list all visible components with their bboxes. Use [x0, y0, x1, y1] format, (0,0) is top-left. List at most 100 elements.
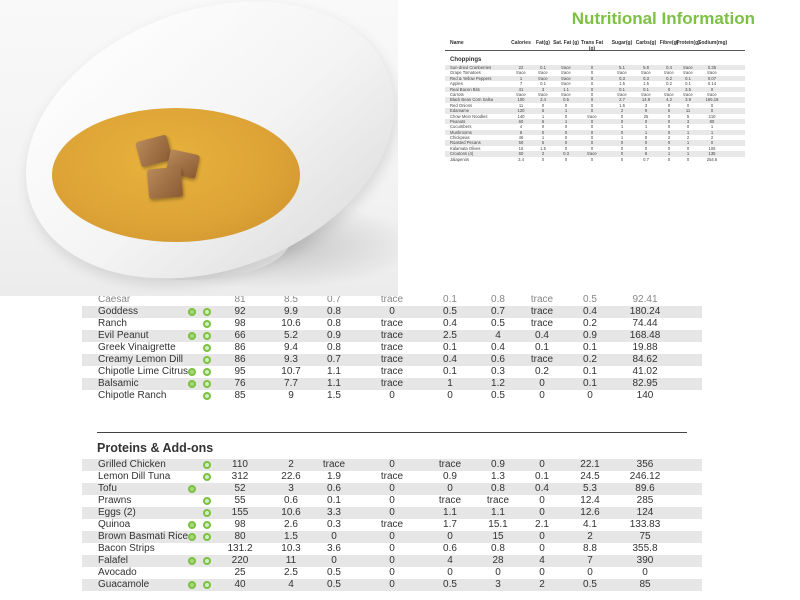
cell-value: 0 [331, 555, 337, 566]
cell-value: 1.1 [443, 507, 457, 518]
cell-value: 0 [564, 113, 568, 119]
cell-value: 0 [539, 543, 545, 554]
cell-value: trace [380, 354, 404, 365]
cell-value: trace [530, 306, 554, 317]
cell-value: 6 [519, 129, 523, 135]
cell-value: 0 [642, 567, 648, 578]
cell-value: 1 [620, 124, 624, 130]
cell-value: 100 [517, 97, 525, 103]
cell-value: 0.8 [327, 342, 341, 353]
table-row: Avocado 25 2.5 0.5 0 0 0 0 0 0 [82, 567, 702, 579]
cell-value: 0 [389, 390, 395, 401]
cell-value: 0.2 [535, 366, 549, 377]
cell-value: 0 [389, 459, 395, 470]
cell-value: 5.8 [643, 65, 649, 70]
cell-value: 52 [234, 483, 246, 494]
table-row: Red Onions 11 0 0 0 1.5 3 0 0 0 [445, 103, 745, 108]
cell-value: 0.3 [327, 519, 341, 530]
table-header: Name Calories Fat(g) Sat. Fat (g) Trans Fat … [445, 40, 745, 52]
vegan-leaf-icon [188, 533, 196, 541]
cell-value: 0.1 [540, 81, 546, 87]
cell-value: 1.1 [563, 86, 569, 92]
item-name: Guacamole [98, 579, 150, 590]
gluten-free-icon [203, 368, 211, 376]
cell-value: 0.4 [443, 354, 457, 365]
cell-value: 0 [564, 124, 568, 130]
table-row: Croutons (4) 60 2 0.3 trace 0 8 1 1 135 [445, 151, 745, 157]
table-row: Sun-dried Cranberries 22 0.1 trace 0 5.1 5.8 0.… [445, 65, 745, 71]
cell-value: 85 [234, 390, 246, 401]
page-title: Nutritional Information [571, 9, 755, 28]
cell-value: 0.5 [583, 294, 597, 305]
vegan-leaf-icon [188, 368, 196, 376]
table-row: Chipotle Lime Citrus 95 10.7 1.1 trace 0.1 0.3… [82, 366, 702, 378]
cell-value: 0 [590, 156, 594, 162]
cell-value: 0.7 [643, 156, 649, 162]
item-name: Greek Vinaigrette [98, 342, 176, 353]
cell-value: 0 [495, 567, 501, 578]
cell-value: 0.1 [535, 342, 549, 353]
cell-value: trace [561, 81, 571, 87]
cell-value: 1.3 [491, 471, 505, 482]
item-name: Apples [450, 81, 463, 87]
item-name: Quinoa [98, 519, 131, 530]
cell-value: trace [561, 75, 571, 81]
cell-value: 0 [667, 102, 671, 108]
cell-value: 0.4 [535, 483, 549, 494]
cell-value: 0.8 [327, 306, 341, 317]
cell-value: 355.8 [632, 543, 658, 554]
cell-value: 60 [518, 151, 524, 157]
cell-value: 4 [288, 579, 294, 590]
cell-value: 180.24 [629, 306, 661, 317]
table-row: Mushrooms 6 0 0 0 0 1 0 1 1 [445, 129, 745, 136]
cell-value: 12.4 [580, 495, 600, 506]
cell-value: 0 [539, 378, 545, 389]
cell-value: 0.3 [619, 75, 625, 81]
cell-value: 155 [231, 507, 249, 518]
item-name: Real Bacon Bits [450, 86, 480, 92]
cell-value: trace [664, 91, 674, 97]
cell-value: 5 [541, 108, 545, 114]
cell-value: 0 [620, 151, 624, 157]
cell-value: trace [438, 495, 462, 506]
item-name: Roasted Pecans [450, 140, 481, 146]
gluten-free-icon [203, 521, 211, 529]
table-row: Chickpeas 46 1 0 0 1 8 2 2 2 [445, 135, 745, 140]
cell-value: trace [530, 294, 554, 305]
cell-value: 1 [541, 113, 545, 119]
cell-value: 0 [447, 567, 453, 578]
proteins-table: Grilled Chicken 110 2 trace 0 trace 0.9 0 22.1 35… [82, 459, 702, 591]
cell-value: 3 [288, 483, 294, 494]
cell-value: trace [641, 70, 651, 76]
cell-value: 41.02 [632, 366, 658, 377]
item-name: Chickpeas [450, 135, 470, 141]
table-row: Tofu 52 3 0.6 0 0 0.8 0.4 5.3 89.6 [82, 483, 702, 495]
cell-value: 10.6 [281, 318, 301, 329]
cell-value: trace [561, 91, 571, 97]
gluten-free-icon [203, 320, 211, 328]
cell-value: 0 [389, 306, 395, 317]
cell-value: 165.18 [705, 97, 719, 103]
cell-value: 0.9 [491, 459, 505, 470]
cell-value: 1 [686, 140, 690, 146]
table-row: Black Bean Corn Salsa 100 3.4 0.5 0 2.7 14.9 4.… [445, 97, 745, 103]
cell-value: 0 [686, 156, 690, 162]
cell-value: 1 [564, 108, 568, 114]
cell-value: 1.9 [327, 471, 341, 482]
cell-value: 168.48 [629, 330, 661, 341]
column-header: Fibre(g) [659, 40, 679, 46]
cell-value: trace [707, 70, 717, 76]
cell-value: 7 [519, 81, 523, 87]
table-row: Real Bacon Bits 41 3 1.1 0 0.1 0.1 0 3.5 0 [445, 86, 745, 92]
cell-value: 0 [667, 129, 671, 135]
cell-value: 0.5 [443, 306, 457, 317]
cell-value: 390 [636, 555, 654, 566]
table-row: Guacamole 40 4 0.5 0 0.5 3 2 0.5 85 [82, 579, 702, 591]
cell-value: 0 [389, 495, 395, 506]
cell-value: 2 [686, 135, 690, 141]
cell-value: 0 [667, 118, 671, 124]
cell-value: 0.1 [685, 81, 691, 87]
cell-value: 7.7 [284, 378, 298, 389]
cell-value: 2.1 [535, 519, 549, 530]
cell-value: 0.8 [491, 543, 505, 554]
